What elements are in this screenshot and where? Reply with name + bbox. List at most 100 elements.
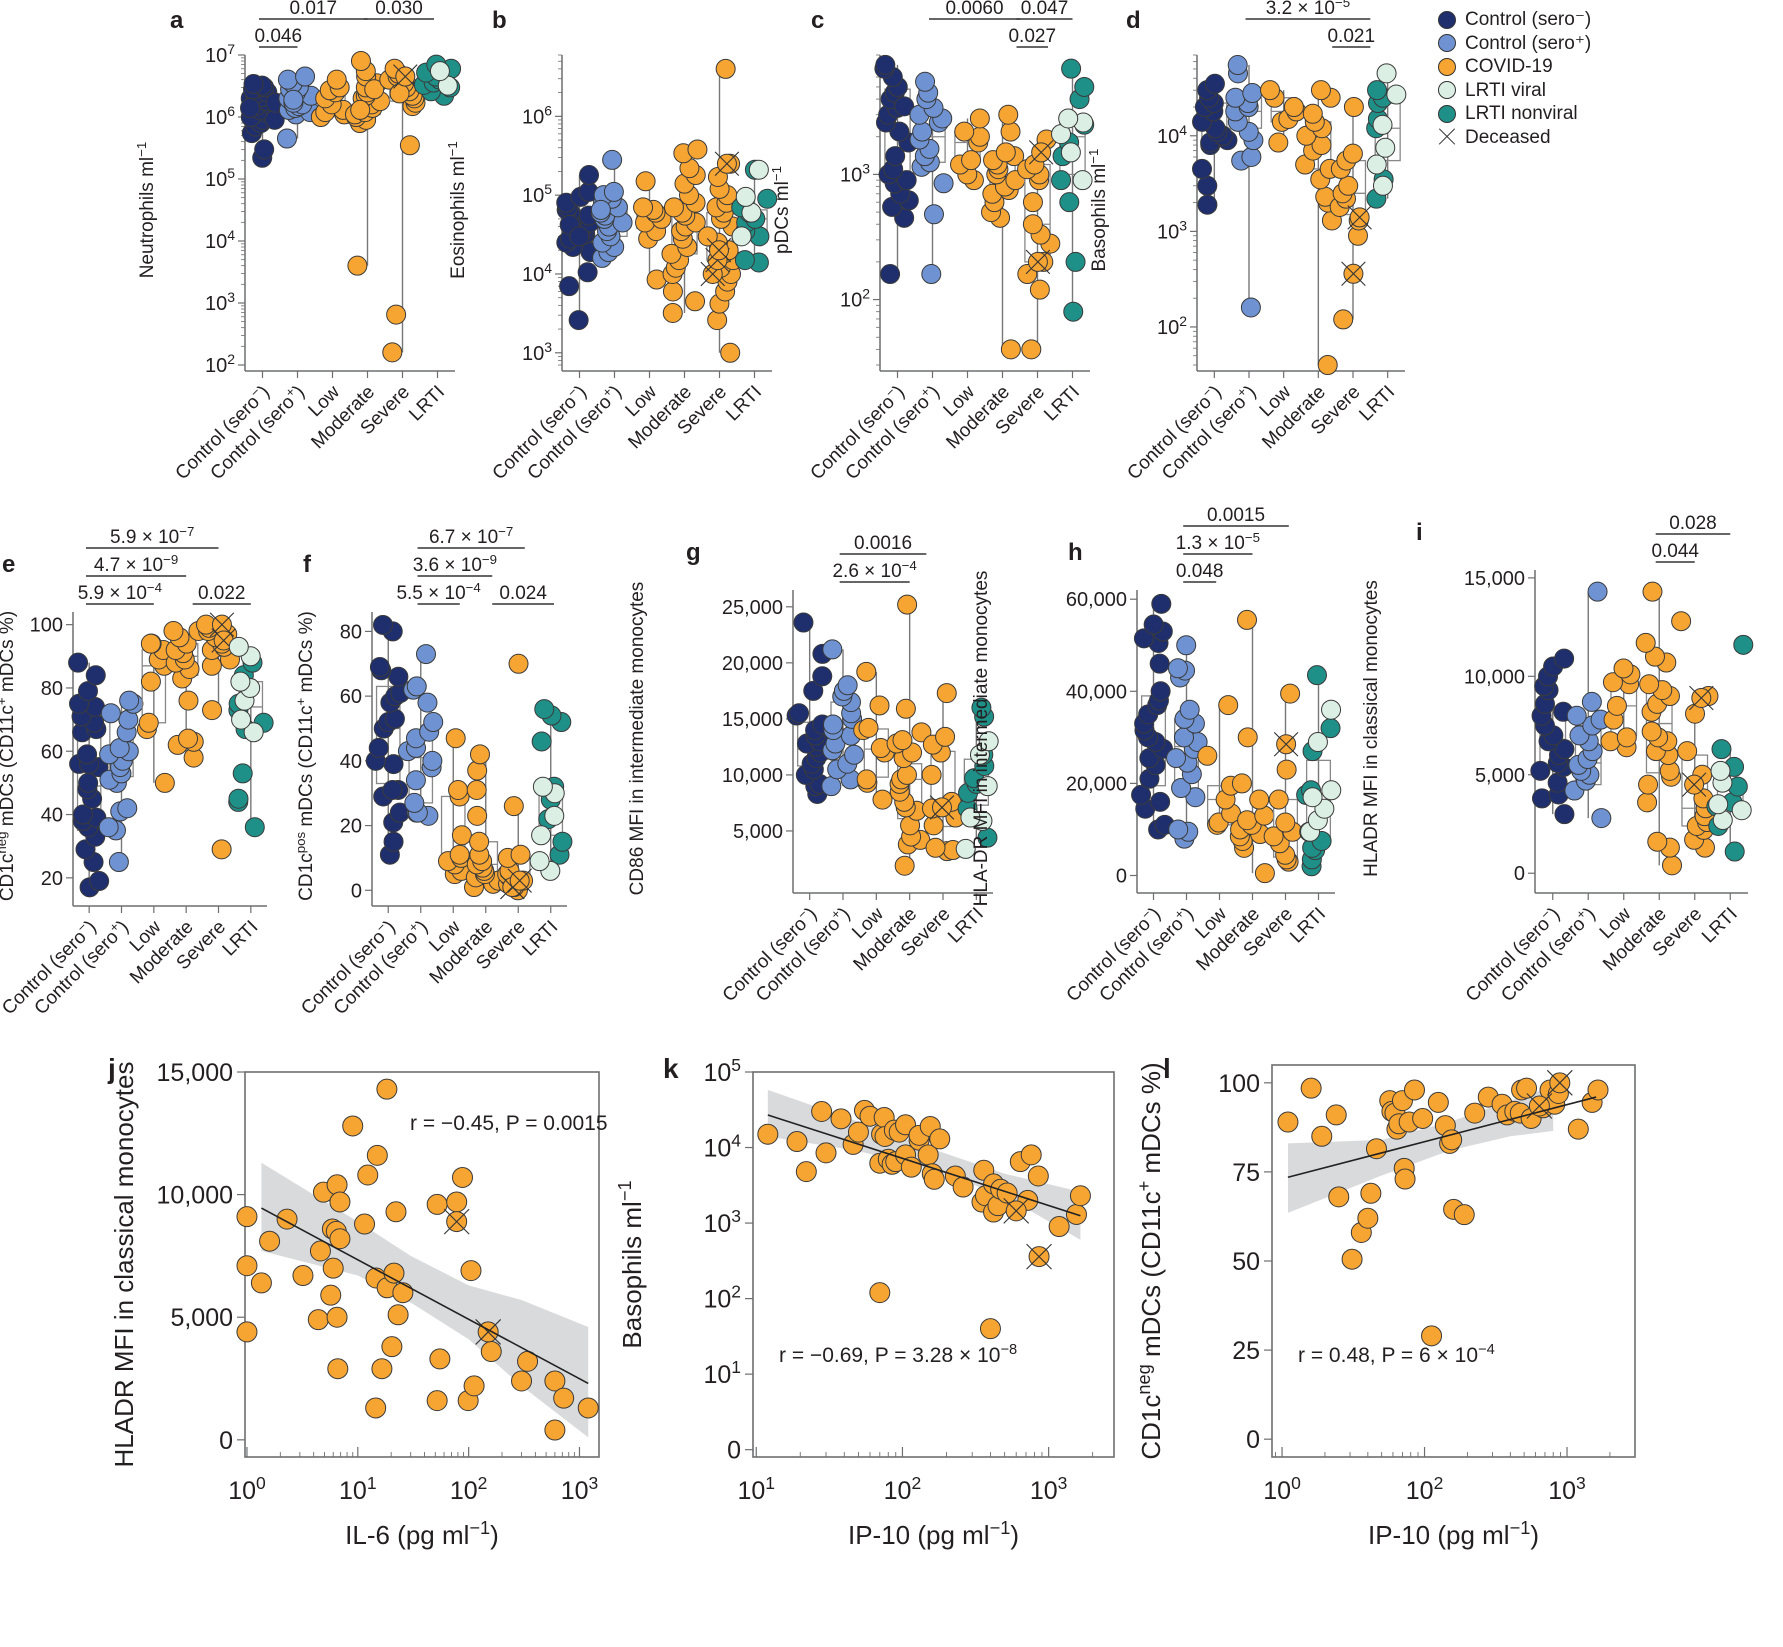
text-run: 10 — [561, 1477, 589, 1505]
superscript: −5 — [1245, 530, 1260, 545]
data-point — [935, 726, 956, 747]
data-point — [633, 197, 654, 218]
data-point — [350, 99, 371, 120]
text-run: 0 — [1514, 863, 1525, 885]
superscript: 3 — [544, 339, 552, 355]
group-0 — [556, 165, 601, 331]
data-point — [382, 779, 403, 800]
data-point — [1606, 695, 1627, 716]
y-tick-label: 0 — [1514, 863, 1525, 885]
data-point — [1150, 681, 1171, 702]
p-value-label: 5.9 × 10−7 — [110, 524, 194, 549]
y-tick-label: 105 — [205, 165, 235, 191]
data-point — [1059, 192, 1080, 213]
data-point — [1227, 55, 1248, 76]
data-point — [892, 730, 913, 751]
data-point — [1427, 1091, 1449, 1113]
group-1 — [590, 149, 633, 268]
text-run: 1.3 × 10 — [1176, 533, 1245, 554]
deceased-mark — [706, 237, 732, 263]
y-axis-title: HLADR MFI in classical monocytes — [109, 1062, 139, 1468]
x-axis-title: IP-10 (pg ml−1) — [848, 1518, 1019, 1550]
group-3 — [1229, 609, 1275, 884]
data-point — [757, 1123, 779, 1145]
data-point — [995, 142, 1016, 163]
x-tick-label: LRTI — [1698, 904, 1742, 948]
panel-label: a — [170, 7, 184, 34]
superscript: 2 — [911, 1473, 921, 1493]
data-point — [228, 788, 249, 809]
data-point — [872, 789, 893, 810]
superscript: + — [293, 698, 308, 706]
text-run: 10 — [1157, 317, 1179, 339]
data-point — [1263, 826, 1284, 847]
data-point — [254, 139, 275, 160]
data-point — [815, 1142, 837, 1164]
text-run: 4.7 × 10 — [94, 555, 163, 576]
data-point — [385, 1201, 407, 1223]
group-5 — [955, 697, 999, 859]
text-run: 0.024 — [499, 583, 547, 604]
data-point — [1168, 819, 1189, 840]
deceased-mark — [714, 151, 740, 177]
y-tick-label: 103 — [1157, 217, 1187, 243]
data-point — [211, 839, 232, 860]
text-run: 0 — [351, 880, 362, 902]
deceased-mark — [475, 1319, 502, 1345]
data-point — [382, 342, 403, 363]
data-point — [662, 281, 683, 302]
data-point-lrti-viral — [1307, 731, 1328, 752]
text-run: 80 — [41, 678, 63, 700]
text-run: 0.0016 — [854, 533, 912, 554]
text-run: 3.6 × 10 — [413, 555, 482, 576]
p-value-label: 2.6 × 10−4 — [832, 558, 916, 583]
deceased-mark — [1028, 140, 1054, 165]
superscript: −9 — [482, 552, 497, 567]
data-point — [1275, 812, 1296, 833]
text-run: 2.6 × 10 — [832, 561, 901, 582]
data-point-lrti-viral — [748, 159, 769, 180]
superscript: 3 — [1576, 1473, 1586, 1493]
data-point — [880, 264, 901, 285]
data-point — [108, 852, 129, 873]
data-point — [326, 1306, 348, 1328]
data-point — [244, 817, 265, 838]
deceased-mark — [507, 868, 532, 893]
data-point-lrti-viral — [1708, 794, 1729, 815]
data-point — [371, 1358, 393, 1380]
group-2 — [1600, 658, 1641, 758]
data-point — [1197, 745, 1218, 766]
panel-label: j — [107, 1053, 116, 1084]
data-point — [389, 83, 410, 104]
x-tick-label: 100 — [228, 1473, 266, 1505]
data-point — [1602, 672, 1623, 693]
superscript: + — [1134, 1181, 1154, 1192]
text-run: 0.030 — [375, 0, 423, 19]
data-point — [811, 1100, 833, 1122]
data-point — [1441, 1129, 1463, 1151]
panel-label: e — [2, 551, 15, 578]
y-axis-title: HLA-DR MFI in intermediate monocytes — [971, 571, 992, 907]
data-point — [1022, 214, 1043, 235]
data-point — [277, 69, 298, 90]
text-run: 60 — [340, 686, 362, 708]
text-run: LRTI — [722, 382, 766, 426]
y-axis-title: Neutrophils ml−1 — [134, 142, 159, 279]
text-run: mDCs (CD11c — [0, 705, 18, 831]
legend-marker-lrti-nonviral — [1438, 104, 1456, 123]
y-tick-label: 101 — [703, 1357, 741, 1389]
data-point — [1242, 83, 1263, 104]
text-run: 15,000 — [157, 1059, 233, 1087]
y-axis-title: Basophils ml−1 — [1086, 149, 1111, 272]
data-point — [240, 97, 261, 118]
group-0 — [1530, 648, 1575, 825]
y-tick-label: 0 — [351, 880, 362, 902]
data-point-lrti-viral — [1372, 175, 1393, 196]
data-point — [1530, 760, 1551, 781]
text-run: 10 — [1406, 1477, 1434, 1505]
deceased-mark — [1546, 1069, 1573, 1096]
group-1 — [276, 66, 321, 149]
data-point-lrti-viral — [243, 722, 264, 743]
